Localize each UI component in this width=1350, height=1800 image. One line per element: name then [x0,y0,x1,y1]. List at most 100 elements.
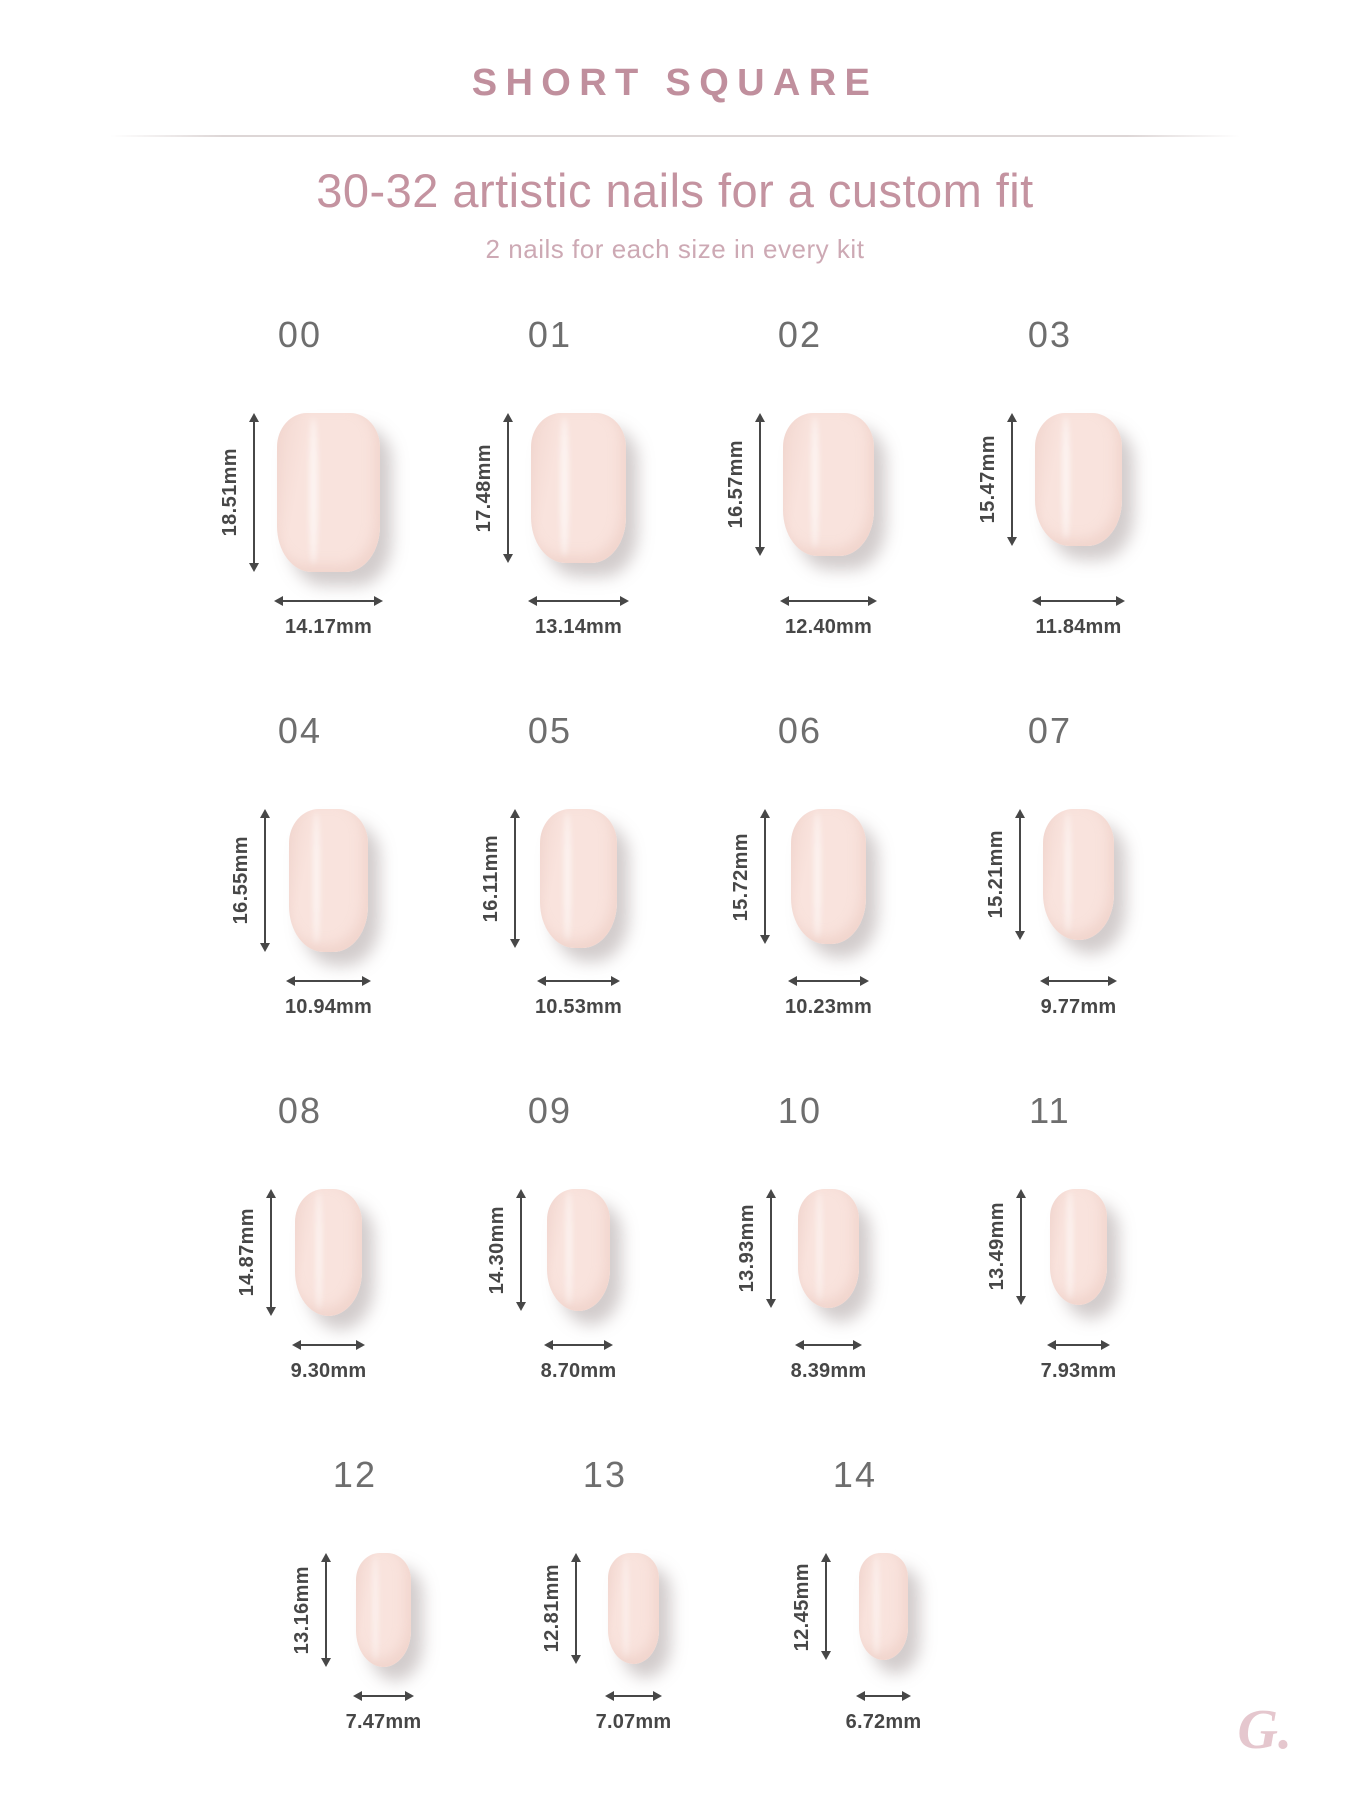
size-number: 12 [332,1454,378,1496]
height-arrow-icon [259,809,271,952]
width-label: 13.14mm [534,616,622,639]
size-number: 01 [527,314,573,355]
height-measure: 12.45mm [789,1553,832,1661]
measurement-group: 14.87mm 9.30mm [234,1188,367,1384]
measurement-group: 15.21mm 9.77mm [983,809,1118,1018]
width-arrow-icon [855,1690,912,1702]
size-cell: 09 14.30mm 8.70mm [425,1089,675,1384]
width-label: 7.47mm [345,1710,422,1733]
height-measure: 17.48mm [471,413,514,564]
width-label: 9.77mm [1040,995,1117,1018]
size-number: 14 [832,1454,878,1496]
size-cell: 08 14.87mm 9.30mm [175,1089,425,1384]
nail-shine [315,1192,322,1310]
height-measure: 18.51mm [217,413,260,573]
size-cell: 03 15.47mm 11.84mm [925,313,1175,639]
width-arrow-icon [543,1339,614,1351]
size-number: 09 [527,1089,573,1131]
nail-shine [566,1192,573,1306]
size-number: 13 [582,1454,628,1496]
height-arrow-icon [509,809,521,948]
width-arrow-icon [285,975,372,987]
nail-measure: 7.47mm [346,1553,422,1733]
height-measure: 12.81mm [539,1553,582,1664]
nail-shine [560,417,569,556]
measurement-group: 17.48mm 13.14mm [471,413,630,639]
nail-shine [811,417,820,549]
nail-measure: 7.07mm [596,1553,672,1733]
size-number: 11 [1029,1089,1071,1131]
size-cell: 10 13.93mm 8.39mm [675,1089,925,1384]
nail-illustration [530,413,627,564]
measurement-group: 16.11mm 10.53mm [478,809,622,1018]
height-label: 16.55mm [229,836,252,925]
height-label: 15.47mm [977,435,1000,524]
height-arrow-icon [759,809,771,945]
height-arrow-icon [502,413,514,564]
height-measure: 16.55mm [228,809,271,952]
height-label: 14.87mm [235,1208,258,1297]
size-cell: 01 17.48mm 13.14mm [425,313,675,639]
nail-measure: 10.23mm [785,809,872,1018]
width-arrow-icon [1046,1339,1111,1351]
nail-illustration [858,1553,909,1661]
size-number: 04 [277,710,323,752]
nail-shine [814,813,822,938]
height-label: 15.72mm [729,832,752,921]
height-measure: 15.72mm [728,809,771,945]
height-label: 17.48mm [472,443,495,533]
nail-measure: 11.84mm [1032,413,1126,639]
size-row: 08 14.87mm 9.30mm 09 14.30mm 8.70mm [0,1089,1350,1384]
width-label: 8.39mm [790,1360,867,1383]
size-number: 02 [777,314,823,355]
size-number: 07 [1027,710,1073,752]
measurement-group: 14.30mm 8.70mm [484,1188,617,1384]
height-label: 12.45mm [790,1562,813,1652]
nail-illustration [797,1188,860,1309]
nail-shine [623,1556,629,1659]
width-arrow-icon [291,1339,366,1351]
width-arrow-icon [788,975,869,987]
nail-illustration [783,413,874,556]
width-arrow-icon [537,975,620,987]
width-arrow-icon [780,595,877,607]
nail-measure: 13.14mm [527,413,630,639]
height-label: 18.51mm [218,448,241,537]
nail-shine [308,417,319,565]
height-measure: 14.30mm [484,1188,527,1312]
width-label: 10.23mm [784,995,872,1018]
brand-logo: G. [1237,1699,1292,1761]
height-arrow-icon [265,1188,277,1317]
chart-heading: 30-32 artistic nails for a custom fit [316,164,1034,217]
nail-illustration [288,809,369,952]
size-cell: 14 12.45mm 6.72mm [730,1453,980,1733]
width-label: 11.84mm [1035,616,1122,639]
size-cell: 06 15.72mm 10.23mm [675,709,925,1018]
size-cell: 12 13.16mm 7.47mm [230,1453,480,1733]
width-label: 10.53mm [534,995,622,1018]
nail-measure: 10.94mm [285,809,372,1018]
width-label: 14.17mm [284,616,372,639]
nail-shine [563,813,571,941]
size-row: 12 13.16mm 7.47mm 13 12.81mm 7.07mm [0,1453,1280,1733]
height-measure: 15.21mm [983,809,1026,940]
measurement-group: 13.49mm 7.93mm [984,1188,1117,1384]
size-row: 00 18.51mm 14.17mm 01 17.48mm 13.14mm [0,313,1350,639]
width-label: 7.07mm [595,1710,672,1733]
height-arrow-icon [765,1188,777,1309]
nail-illustration [356,1553,411,1667]
nail-measure: 9.77mm [1039,809,1118,1018]
nail-measure: 8.70mm [541,1188,617,1384]
height-arrow-icon [1015,1188,1027,1305]
measurement-group: 13.16mm 7.47mm [289,1553,422,1733]
size-cell: 02 16.57mm 12.40mm [675,313,925,639]
height-label: 14.30mm [485,1205,508,1295]
nail-shine [1067,1191,1073,1299]
measurement-group: 15.72mm 10.23mm [728,809,872,1018]
height-arrow-icon [1014,809,1026,940]
width-arrow-icon [273,595,384,607]
width-label: 10.94mm [284,995,372,1018]
width-arrow-icon [527,595,630,607]
height-arrow-icon [248,413,260,573]
